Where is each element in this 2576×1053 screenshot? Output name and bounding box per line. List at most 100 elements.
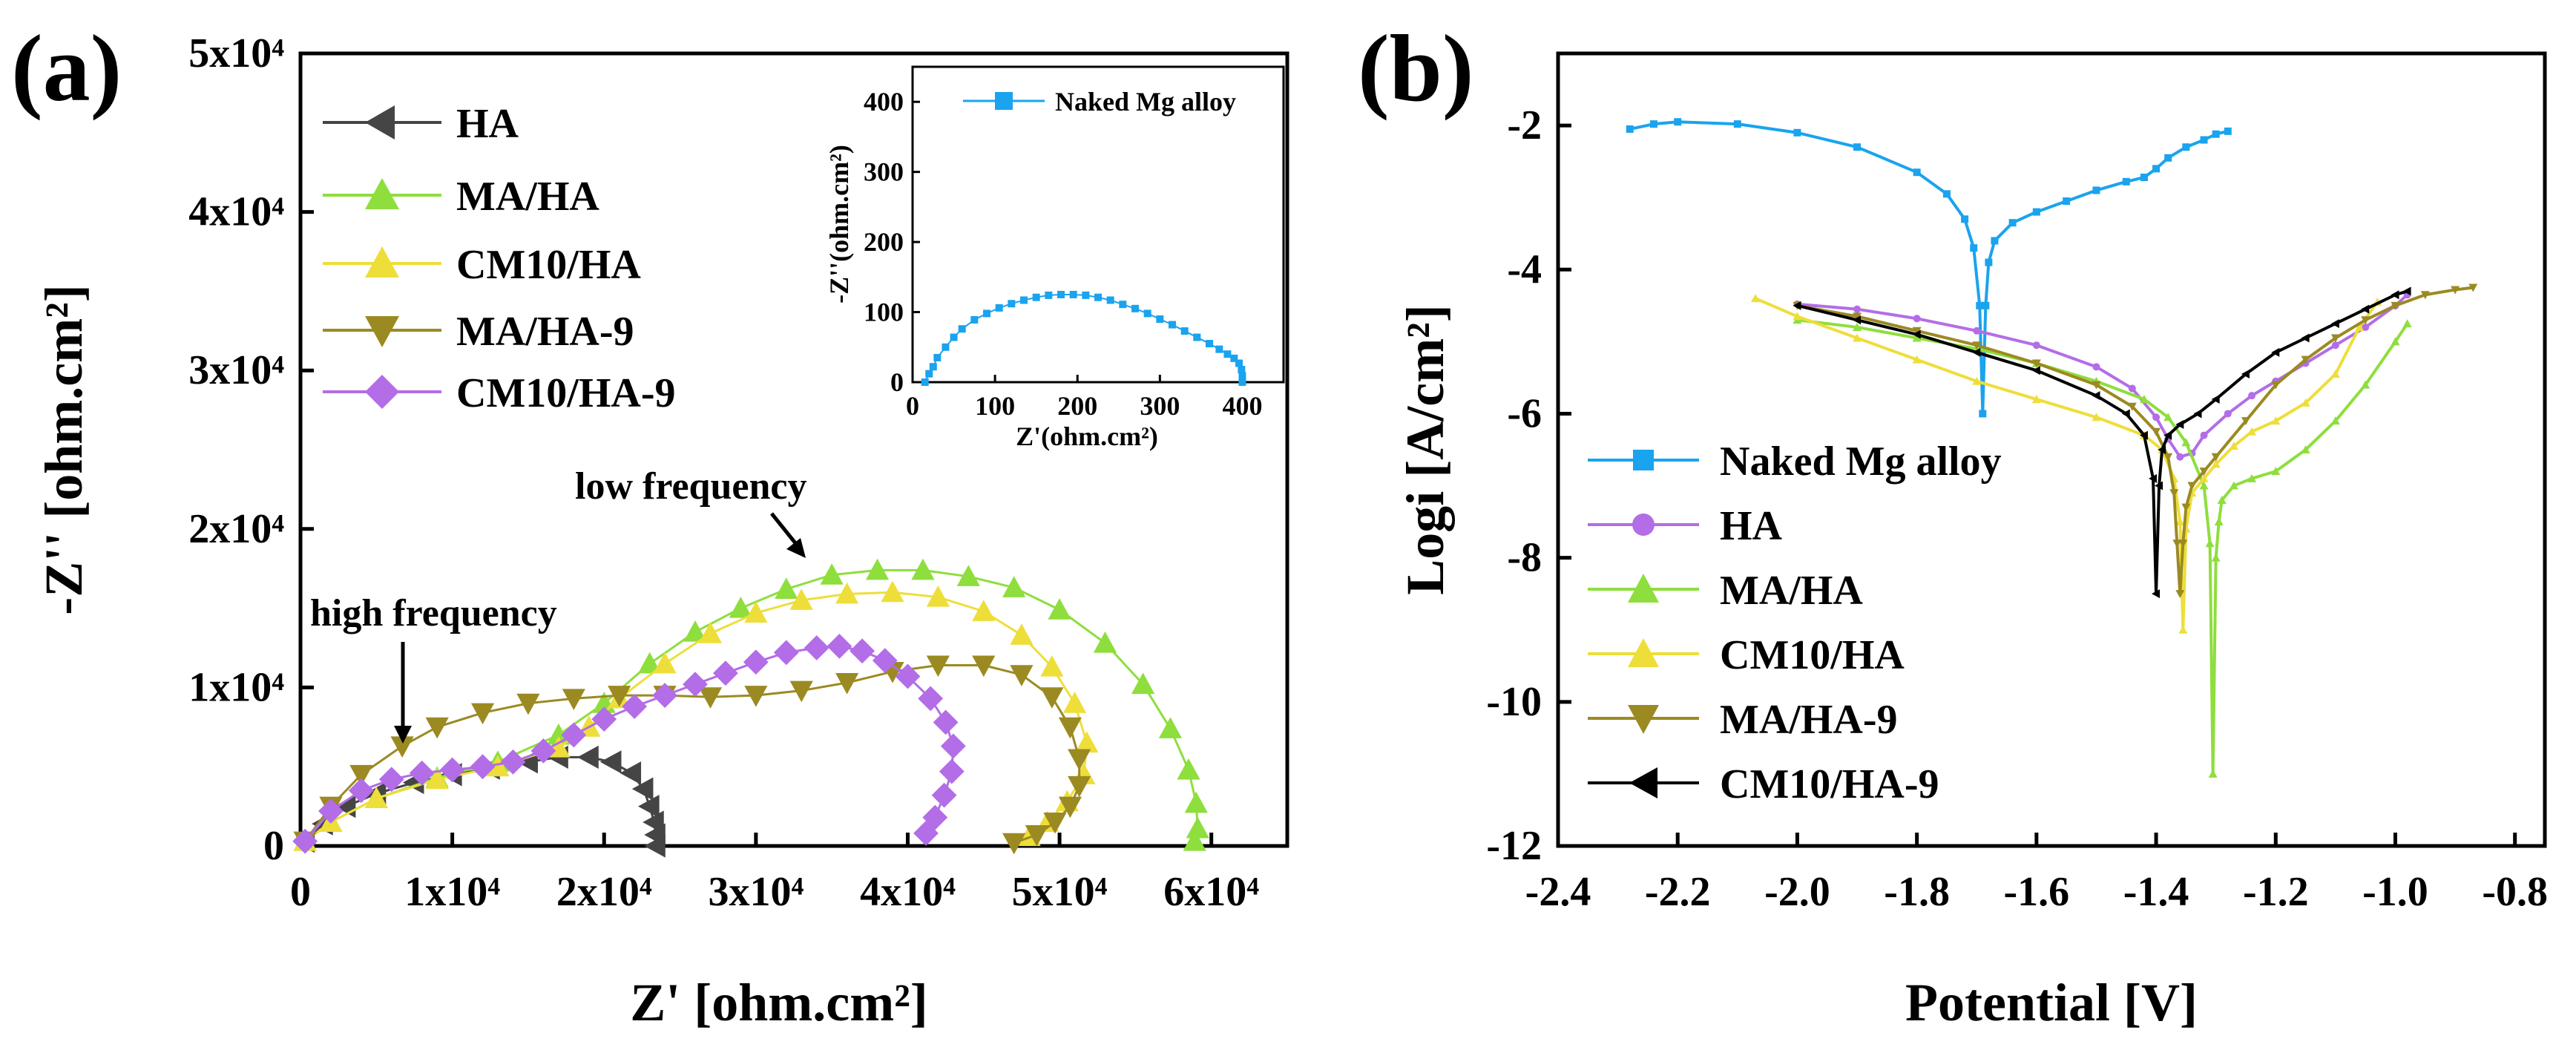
panel-b-point-ma-ha-9 <box>2330 334 2340 343</box>
panel-a-annotation-low-frequency: low frequency <box>575 465 806 558</box>
panel-b-point-cm10-ha <box>2229 442 2238 450</box>
inset-series-group <box>921 290 1246 386</box>
panel-a-point-cm10-ha-9 <box>895 663 921 689</box>
panel-a-point-ma-ha-9 <box>789 680 813 703</box>
panel-b-point-naked-mg-alloy <box>1913 168 1921 177</box>
panel-a-x-tick-label: 5x10⁴ <box>1012 869 1108 915</box>
panel-b-point-ha <box>1853 305 1862 313</box>
inset-point-naked-mg-alloy <box>1106 296 1114 304</box>
panel-b-point-ma-ha <box>2205 539 2215 548</box>
inset-series-naked-mg-alloy <box>921 290 1246 386</box>
panel-b-point-ha <box>2248 392 2256 400</box>
panel-a-y-tick-label: 3x10⁴ <box>188 347 284 393</box>
diamond-icon <box>365 375 399 409</box>
panel-a-point-ma-ha-9 <box>926 655 950 678</box>
panel-b-legend-item-ma-ha: MA/HA <box>1588 568 1863 614</box>
low-frequency-arrow <box>770 512 801 549</box>
panel-b-x-tick-label: -2.0 <box>1764 869 1830 915</box>
circle-icon <box>1632 514 1655 536</box>
panel-a-series-group <box>292 558 1209 858</box>
panel-b-point-cm10-ha <box>2211 459 2221 468</box>
panel-a-point-ma-ha-9 <box>1002 833 1026 855</box>
panel-b-point-ha <box>2200 431 2208 439</box>
inset-y-tick-label: 400 <box>864 87 904 117</box>
panel-b-point-cm10-ha-9 <box>2163 430 2172 440</box>
panel-b-series-line-naked-mg-alloy <box>1629 120 2229 416</box>
panel-b-point-ma-ha-9 <box>2241 417 2250 426</box>
panel-a-x-tick-label: 3x10⁴ <box>708 869 804 915</box>
panel-b-point-naked-mg-alloy <box>2164 154 2172 162</box>
panel-a-y-tick-label: 0 <box>263 823 284 869</box>
panel-b-point-ma-ha <box>2330 416 2340 425</box>
panel-b-point-cm10-ha <box>2247 427 2257 436</box>
panel-b-point-ma-ha <box>2361 380 2370 389</box>
panel-a-y-tick-label: 2x10⁴ <box>188 506 284 552</box>
inset-point-naked-mg-alloy <box>1238 378 1246 386</box>
panel-b-point-naked-mg-alloy <box>2224 127 2232 135</box>
panel-b-point-ma-ha-9 <box>2361 316 2370 325</box>
panel-a-y-tick-label: 5x10⁴ <box>188 30 284 76</box>
panel-b-point-cm10-ha-9 <box>2361 304 2370 314</box>
panel-a-point-ha <box>644 834 666 858</box>
panel-b-point-cm10-ha-9 <box>2301 333 2310 343</box>
panel-a-point-cm10-ha <box>364 787 388 808</box>
inset-point-naked-mg-alloy <box>921 378 929 386</box>
panel-b-point-naked-mg-alloy <box>2122 177 2130 186</box>
panel-b-point-ma-ha <box>1912 333 1922 342</box>
inset-point-naked-mg-alloy <box>1230 354 1238 362</box>
panel-b-point-cm10-ha <box>1853 333 1862 342</box>
triangle-left-icon <box>365 105 395 140</box>
panel-b-point-cm10-ha-9 <box>1912 329 1921 339</box>
triangle-up-icon <box>365 246 399 278</box>
panel-b-point-ma-ha-9 <box>2127 402 2137 411</box>
panel-b-point-cm10-ha-9 <box>2271 347 2280 357</box>
panel-b-x-axis-title: Potential [V] <box>1905 973 2198 1032</box>
panel-b-point-ma-ha <box>2181 438 2191 447</box>
inset-point-naked-mg-alloy <box>1143 309 1151 318</box>
panel-a-point-cm10-ha-9 <box>940 733 966 759</box>
panel-a-point-cm10-ha <box>486 755 510 777</box>
panel-b-point-naked-mg-alloy <box>2032 208 2040 216</box>
inset-y-axis-title: -Z''(ohm.cm²) <box>824 145 854 304</box>
inset-point-naked-mg-alloy <box>1223 350 1232 358</box>
panel-a-label: (a) <box>11 16 122 121</box>
panel-a-point-cm10-ha <box>1040 655 1064 677</box>
panel-a-point-ma-ha-9 <box>1058 796 1082 819</box>
panel-b-x-tick-label: -2.2 <box>1645 869 1711 915</box>
panel-b-point-cm10-ha <box>2092 413 2101 421</box>
triangle-up-icon <box>1628 638 1659 667</box>
panel-a-x-tick-label: 0 <box>290 869 311 915</box>
panel-b-point-ma-ha <box>1853 322 1862 331</box>
inset-legend-label: Naked Mg alloy <box>1055 87 1236 117</box>
panel-b-series-group <box>1626 118 2478 778</box>
panel-b-legend-item-ha: HA <box>1588 503 1783 549</box>
panel-b-point-ma-ha <box>2139 395 2149 404</box>
panel-a-point-ha <box>631 777 654 801</box>
panel-b-plot-frame <box>1556 51 2547 848</box>
panel-b-legend-item-cm10-ha: CM10/HA <box>1588 632 1905 678</box>
panel-b-point-ha <box>2128 384 2136 393</box>
panel-b-point-ma-ha-9 <box>2468 283 2478 292</box>
panel-a-point-ma-ha-9 <box>562 689 585 710</box>
panel-b-point-naked-mg-alloy <box>2152 165 2161 173</box>
inset-point-naked-mg-alloy <box>1032 293 1040 301</box>
panel-a-point-cm10-ha-9 <box>591 706 617 732</box>
panel-b-point-ma-ha <box>2163 413 2173 421</box>
panel-b-point-ha <box>2152 413 2161 421</box>
inset-point-naked-mg-alloy <box>933 353 942 361</box>
panel-a-point-cm10-ha <box>1010 623 1034 645</box>
inset-point-naked-mg-alloy <box>995 304 1003 312</box>
inset-x-tick-label: 0 <box>906 391 919 421</box>
panel-a-point-ma-ha-9 <box>349 764 373 787</box>
panel-b-point-naked-mg-alloy <box>2182 143 2190 151</box>
panel-b-point-ma-ha <box>2211 553 2221 562</box>
panel-b-legend-item-ma-ha-9: MA/HA-9 <box>1588 697 1898 743</box>
panel-a-x-axis: 0 1x10⁴ 2x10⁴ 3x10⁴ 4x10⁴ 5x10⁴ 6x10⁴ <box>290 833 1259 915</box>
panel-a-point-ma-ha-9 <box>470 703 495 725</box>
inset-point-naked-mg-alloy <box>970 315 979 324</box>
inset-y-tick-label: 300 <box>864 157 904 187</box>
panel-a-point-cm10-ha-9 <box>348 778 374 804</box>
panel-b-point-naked-mg-alloy <box>2063 197 2071 206</box>
inset-point-naked-mg-alloy <box>958 325 966 333</box>
